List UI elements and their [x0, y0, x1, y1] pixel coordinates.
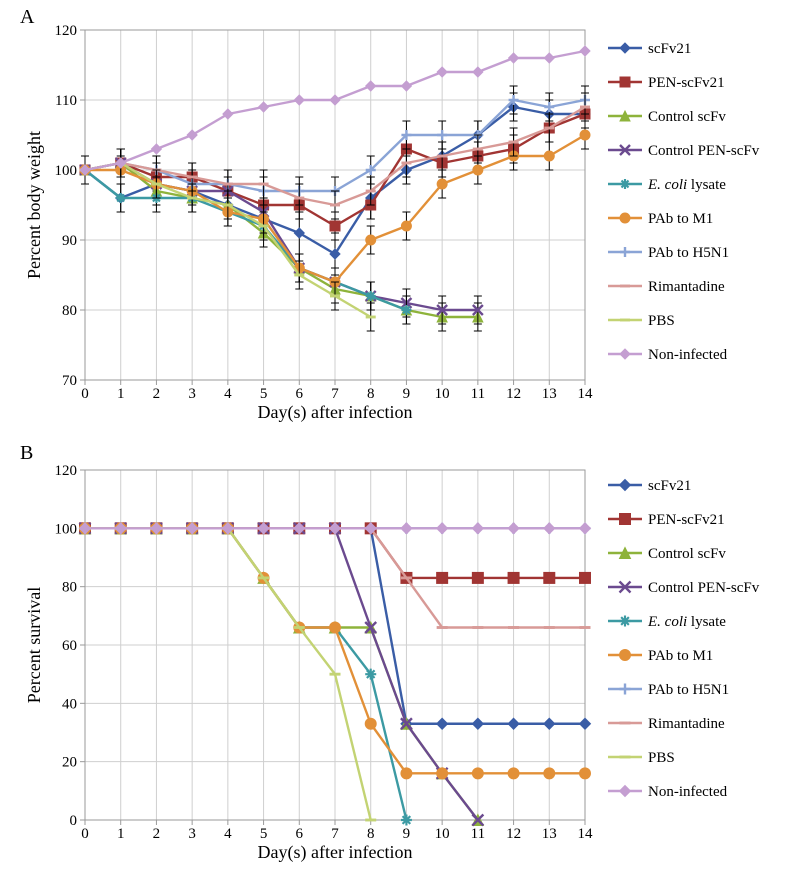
- svg-text:2: 2: [153, 386, 161, 402]
- svg-text:14: 14: [578, 826, 594, 842]
- svg-text:Percent survival: Percent survival: [24, 587, 44, 703]
- svg-text:13: 13: [542, 386, 557, 402]
- svg-text:scFv21: scFv21: [648, 41, 691, 57]
- svg-text:7: 7: [331, 386, 339, 402]
- svg-text:9: 9: [403, 386, 411, 402]
- svg-text:PAb to M1: PAb to M1: [648, 648, 713, 664]
- svg-text:120: 120: [55, 23, 78, 39]
- panel-label-B: B: [20, 442, 33, 465]
- series-Control-PEN-scFv: [80, 523, 484, 826]
- panel-A: 01234567891011121314708090100110120Day(s…: [24, 23, 760, 423]
- legend-B: scFv21 PEN-scFv21 Control scFv Control PEN-…: [608, 478, 760, 800]
- svg-text:PBS: PBS: [648, 313, 675, 329]
- svg-text:Control scFv: Control scFv: [648, 109, 726, 125]
- svg-text:PAb to H5N1: PAb to H5N1: [648, 682, 729, 698]
- svg-text:70: 70: [62, 373, 77, 389]
- panel-B: 01234567891011121314020406080100120Day(s…: [24, 463, 760, 863]
- svg-text:PEN-scFv21: PEN-scFv21: [648, 75, 725, 91]
- svg-text:13: 13: [542, 826, 557, 842]
- svg-text:scFv21: scFv21: [648, 478, 691, 494]
- svg-text:PEN-scFv21: PEN-scFv21: [648, 512, 725, 528]
- svg-text:100: 100: [55, 521, 78, 537]
- svg-text:20: 20: [62, 755, 77, 771]
- svg-text:Day(s) after infection: Day(s) after infection: [258, 402, 413, 423]
- svg-text:3: 3: [188, 826, 196, 842]
- svg-text:E. coli lysate: E. coli lysate: [647, 177, 726, 193]
- svg-text:1: 1: [117, 386, 125, 402]
- svg-text:0: 0: [81, 386, 89, 402]
- svg-text:7: 7: [331, 826, 339, 842]
- svg-text:12: 12: [506, 826, 521, 842]
- svg-text:Non-infected: Non-infected: [648, 347, 728, 363]
- svg-text:14: 14: [578, 386, 594, 402]
- svg-text:5: 5: [260, 826, 268, 842]
- svg-text:1: 1: [117, 826, 125, 842]
- svg-text:Control PEN-scFv: Control PEN-scFv: [648, 580, 760, 596]
- svg-text:12: 12: [506, 386, 521, 402]
- svg-text:11: 11: [471, 826, 485, 842]
- svg-text:6: 6: [296, 826, 304, 842]
- svg-text:PAb to M1: PAb to M1: [648, 211, 713, 227]
- svg-text:80: 80: [62, 303, 77, 319]
- svg-text:4: 4: [224, 826, 232, 842]
- svg-text:9: 9: [403, 826, 411, 842]
- svg-text:10: 10: [435, 386, 450, 402]
- svg-text:3: 3: [188, 386, 196, 402]
- svg-text:6: 6: [296, 386, 304, 402]
- svg-text:Control PEN-scFv: Control PEN-scFv: [648, 143, 760, 159]
- svg-text:2: 2: [153, 826, 161, 842]
- legend-A: scFv21 PEN-scFv21 Control scFv Control PEN-…: [608, 41, 760, 363]
- svg-text:5: 5: [260, 386, 268, 402]
- svg-text:0: 0: [81, 826, 89, 842]
- svg-text:10: 10: [435, 826, 450, 842]
- svg-text:Rimantadine: Rimantadine: [648, 716, 725, 732]
- svg-text:4: 4: [224, 386, 232, 402]
- svg-text:0: 0: [70, 813, 78, 829]
- figure: A B 01234567891011121314708090100110120D…: [0, 0, 788, 864]
- svg-text:120: 120: [55, 463, 78, 479]
- svg-text:8: 8: [367, 826, 375, 842]
- svg-text:Percent body weight: Percent body weight: [24, 131, 44, 279]
- svg-text:110: 110: [55, 93, 77, 109]
- svg-text:PBS: PBS: [648, 750, 675, 766]
- svg-text:100: 100: [55, 163, 78, 179]
- svg-text:11: 11: [471, 386, 485, 402]
- chart-canvas: 01234567891011121314708090100110120Day(s…: [0, 0, 788, 864]
- svg-text:40: 40: [62, 696, 77, 712]
- svg-text:Day(s) after infection: Day(s) after infection: [258, 842, 413, 863]
- panel-label-A: A: [20, 6, 34, 29]
- svg-text:PAb to H5N1: PAb to H5N1: [648, 245, 729, 261]
- svg-text:90: 90: [62, 233, 77, 249]
- series-Control-scFv: [80, 523, 484, 826]
- svg-text:60: 60: [62, 638, 77, 654]
- series-Non-infected: [80, 523, 591, 534]
- svg-text:8: 8: [367, 386, 375, 402]
- svg-text:Control scFv: Control scFv: [648, 546, 726, 562]
- svg-text:80: 80: [62, 580, 77, 596]
- svg-text:E. coli lysate: E. coli lysate: [647, 614, 726, 630]
- svg-text:Rimantadine: Rimantadine: [648, 279, 725, 295]
- svg-text:Non-infected: Non-infected: [648, 784, 728, 800]
